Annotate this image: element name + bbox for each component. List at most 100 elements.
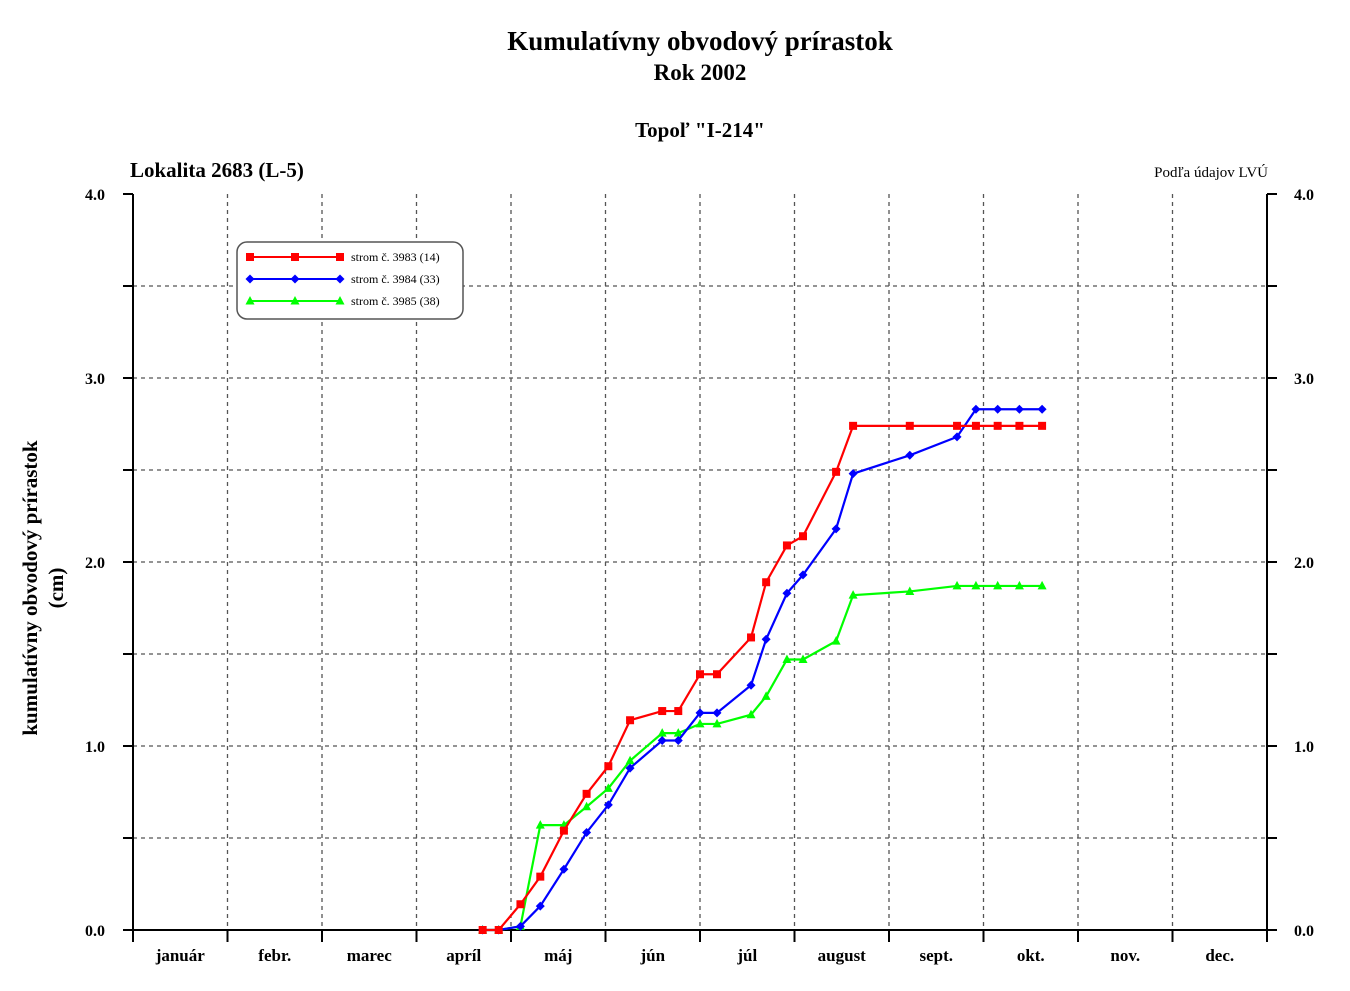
x-tick-label: júl	[736, 946, 757, 965]
data-point	[848, 469, 858, 479]
x-tick-label: nov.	[1110, 946, 1140, 965]
data-point	[290, 296, 300, 305]
data-point	[535, 901, 545, 911]
data-point	[905, 421, 914, 430]
data-point	[559, 826, 568, 835]
y-tick-label-left: 2.0	[85, 555, 105, 572]
legend-item-2: strom č. 3984 (33)	[245, 272, 440, 286]
data-point	[603, 783, 613, 792]
data-point	[290, 274, 300, 284]
data-point	[625, 755, 635, 765]
data-point	[953, 421, 962, 430]
series-line	[482, 424, 1043, 932]
legend-item-1: strom č. 3983 (14)	[246, 250, 440, 264]
data-point	[747, 633, 756, 642]
data-point	[335, 296, 345, 305]
data-point	[798, 654, 808, 664]
data-point	[905, 450, 915, 460]
x-tick-label: okt.	[1017, 946, 1045, 965]
chart-year: Rok 2002	[653, 60, 747, 85]
data-point	[831, 636, 841, 645]
y-tick-label-left: 0.0	[85, 923, 105, 940]
legend-label: strom č. 3984 (33)	[351, 272, 440, 286]
data-point	[291, 253, 299, 261]
data-point	[761, 691, 771, 700]
x-tick-label: sept.	[919, 946, 953, 965]
data-point	[674, 707, 683, 716]
data-point	[625, 763, 635, 773]
y-tick-label-right: 3.0	[1294, 371, 1314, 388]
axes: 0.0 0.0 1.0 1.0 2.0 2.0 3.0 3.0 4.0 4.0 január febr…	[85, 187, 1314, 965]
data-point	[696, 670, 704, 679]
data-point	[695, 718, 705, 728]
data-point	[516, 900, 525, 909]
data-point	[603, 800, 613, 810]
data-point	[478, 926, 487, 934]
legend-label: strom č. 3983 (14)	[351, 250, 440, 264]
series-line	[482, 584, 1043, 932]
legend-label: strom č. 3985 (38)	[351, 294, 440, 308]
data-point	[582, 827, 592, 837]
data-point	[695, 708, 705, 718]
data-point	[799, 532, 808, 541]
source-note: Podľa údajov LVÚ	[1154, 165, 1268, 181]
data-point	[971, 421, 980, 430]
data-point	[993, 421, 1002, 430]
legend: strom č. 3983 (14) strom č. 3984 (33) stro…	[236, 241, 464, 320]
data-point	[245, 274, 255, 284]
data-point	[1014, 404, 1024, 414]
data-point	[626, 716, 635, 725]
x-tick-label: apríl	[446, 946, 481, 965]
data-point	[762, 578, 771, 587]
data-point	[848, 590, 858, 599]
x-tick-label: máj	[544, 946, 572, 965]
series-line	[482, 408, 1043, 932]
y-tick-label-left: 1.0	[85, 739, 105, 756]
x-tick-label: jún	[639, 946, 665, 965]
chart-title: Kumulatívny obvodový prírastok	[507, 26, 893, 56]
data-point	[535, 820, 545, 829]
data-point	[1037, 580, 1047, 590]
locality-label: Lokalita 2683 (L-5)	[130, 158, 304, 182]
data-point	[1037, 404, 1047, 414]
data-point	[673, 735, 683, 745]
y-tick-label-right: 1.0	[1294, 739, 1314, 756]
data-point	[657, 735, 667, 745]
legend-item-3: strom č. 3985 (38)	[245, 294, 440, 308]
data-point	[335, 274, 345, 284]
data-point	[832, 467, 841, 476]
data-point	[536, 872, 545, 881]
x-tick-label: august	[818, 946, 867, 965]
data-point	[1014, 580, 1024, 590]
data-point	[712, 708, 722, 718]
data-point	[782, 541, 791, 550]
data-point	[952, 432, 962, 442]
data-point	[712, 718, 722, 728]
data-point	[582, 789, 591, 798]
data-point	[761, 634, 771, 644]
data-point	[746, 709, 756, 719]
data-point	[993, 580, 1003, 590]
data-point	[657, 728, 667, 737]
data-point	[782, 588, 792, 598]
x-tick-label: dec.	[1205, 946, 1234, 965]
data-point	[713, 670, 722, 679]
data-point	[494, 926, 503, 934]
data-point	[604, 762, 613, 771]
data-point	[246, 253, 254, 261]
data-point	[1015, 421, 1024, 430]
data-point	[849, 421, 858, 430]
data-point	[971, 404, 981, 414]
series-2	[478, 404, 1047, 935]
data-point	[336, 253, 344, 261]
data-point	[831, 524, 841, 534]
y-tick-label-left: 4.0	[85, 187, 105, 204]
data-point	[993, 404, 1003, 414]
y-tick-label-left: 3.0	[85, 371, 105, 388]
data-point	[952, 580, 962, 590]
data-point	[971, 580, 981, 590]
y-tick-label-right: 2.0	[1294, 555, 1314, 572]
x-tick-label: január	[155, 946, 206, 965]
data-point	[782, 654, 792, 664]
